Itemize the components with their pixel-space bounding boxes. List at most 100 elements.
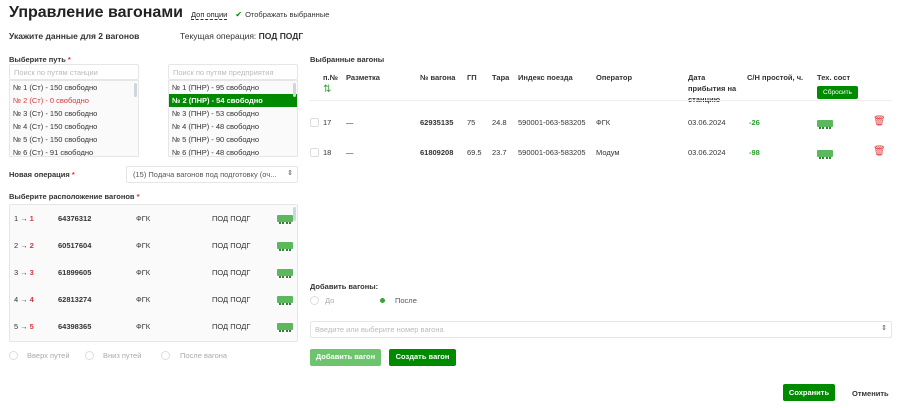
row-checkbox[interactable] — [310, 118, 319, 127]
list-item[interactable]: № 5 (Ст) - 150 свободно — [13, 135, 98, 144]
position: 1 → 1 — [14, 214, 34, 223]
col-index: Индекс поезда — [518, 73, 573, 82]
list-item[interactable]: № 4 (Ст) - 150 свободно — [13, 122, 98, 131]
placement-list[interactable]: 1 → 1 64376312 ФГК ПОД ПОДГ 2 → 2 60517604 Ф… — [9, 204, 298, 342]
wagon-number: 60517604 — [58, 241, 92, 250]
wagon-number-placeholder: Введите или выберите номер вагона — [315, 325, 444, 334]
selected-title: Выбранные вагоны — [310, 55, 385, 64]
radio-after-label: После — [395, 296, 417, 305]
cell-number: 62935135 — [420, 118, 454, 127]
wagon-operator: ФГК — [136, 295, 151, 304]
operation-value: (15) Подача вагонов под подготовку (оч..… — [133, 170, 277, 179]
wagon-number: 62813274 — [58, 295, 92, 304]
placement-row[interactable]: 4 → 4 62813274 ФГК ПОД ПОДГ — [10, 295, 293, 309]
wagon-operation: ПОД ПОДГ — [212, 295, 251, 304]
radio-down[interactable] — [85, 351, 94, 360]
placement-row[interactable]: 2 → 2 60517604 ФГК ПОД ПОДГ — [10, 241, 293, 255]
trash-icon[interactable]: 🗑︎ — [873, 116, 886, 127]
reset-button[interactable]: Сбросить — [817, 86, 858, 99]
cancel-button[interactable]: Отменить — [852, 389, 889, 398]
cell-mark: — — [346, 118, 354, 127]
cell-tara: 23.7 — [492, 148, 507, 157]
wagon-icon — [277, 215, 293, 224]
required-mark: * — [71, 170, 75, 179]
wagon-number: 64398365 — [58, 322, 92, 331]
list-item[interactable]: № 6 (ПНР) - 48 свободно — [172, 148, 260, 157]
wagon-operation: ПОД ПОДГ — [212, 268, 251, 277]
placement-label-text: Выберите расположение вагонов — [9, 192, 135, 201]
col-n: п.№ — [323, 73, 338, 82]
position-from: 4 — [14, 295, 19, 304]
required-mark: * — [67, 55, 71, 64]
operation-select[interactable]: (15) Подача вагонов под подготовку (оч..… — [126, 166, 298, 183]
radio-before[interactable] — [310, 296, 319, 305]
list-item[interactable]: № 3 (Ст) - 150 свободно — [13, 109, 98, 118]
create-wagon-button[interactable]: Создать вагон — [389, 349, 456, 366]
scrollbar[interactable] — [293, 83, 296, 97]
enterprise-track-search[interactable]: Поиск по путям предприятия — [168, 64, 298, 80]
cell-index: 590001-063-583205 — [518, 148, 586, 157]
wagon-number-input[interactable]: Введите или выберите номер вагона ⇕ — [310, 321, 892, 338]
col-mark: Разметка — [346, 73, 380, 82]
current-op-value: ПОД ПОДГ — [258, 31, 304, 41]
arrow-icon: → — [20, 295, 28, 304]
position: 4 → 4 — [14, 295, 34, 304]
list-item[interactable]: № 4 (ПНР) - 48 свободно — [172, 122, 260, 131]
list-item[interactable]: № 6 (Ст) - 91 свободно — [13, 148, 94, 157]
trash-icon[interactable]: 🗑︎ — [873, 146, 886, 157]
cell-gp: 69.5 — [467, 148, 482, 157]
scrollbar[interactable] — [134, 83, 137, 97]
station-track-search[interactable]: Поиск по путям станции — [9, 64, 139, 80]
select-arrows-icon: ⇕ — [287, 169, 293, 177]
radio-after[interactable] — [378, 296, 387, 305]
wagon-operator: ФГК — [136, 268, 151, 277]
checkbox-show-selected[interactable]: ✔ — [235, 10, 243, 19]
swap-icon[interactable]: ⇅ — [323, 84, 332, 95]
cell-idle: -26 — [749, 118, 760, 127]
list-item[interactable]: № 1 (ПНР) - 95 свободно — [172, 83, 260, 92]
position-from: 3 — [14, 268, 19, 277]
list-item[interactable]: № 5 (ПНР) - 90 свободно — [172, 135, 260, 144]
wagon-icon — [817, 120, 833, 129]
position-to: 3 — [29, 268, 34, 277]
station-track-list[interactable]: № 1 (Ст) - 150 свободно № 2 (Ст) - 0 сво… — [9, 80, 139, 157]
position-from: 5 — [14, 322, 19, 331]
current-operation: Текущая операция: ПОД ПОДГ — [180, 31, 303, 41]
wagon-number: 61899605 — [58, 268, 92, 277]
placement-row[interactable]: 5 → 5 64398365 ФГК ПОД ПОДГ — [10, 322, 293, 336]
scrollbar[interactable] — [293, 207, 296, 221]
col-tara: Тара — [492, 73, 510, 82]
list-item-selected[interactable]: № 2 (ПНР) - 54 свободно — [169, 94, 297, 107]
track-label: Выберите путь * — [9, 55, 71, 64]
save-button[interactable]: Сохранить — [783, 384, 835, 401]
position-to: 5 — [29, 322, 34, 331]
select-arrows-icon: ⇕ — [881, 325, 887, 332]
current-op-label: Текущая операция: — [180, 31, 257, 41]
wagon-operator: ФГК — [136, 322, 151, 331]
arrow-icon: → — [20, 241, 28, 250]
radio-up[interactable] — [9, 351, 18, 360]
wagon-icon — [277, 269, 293, 278]
position: 5 → 5 — [14, 322, 34, 331]
list-item[interactable]: № 1 (Ст) - 150 свободно — [13, 83, 98, 92]
cell-operator: Модум — [596, 148, 620, 157]
list-item[interactable]: № 3 (ПНР) - 53 свободно — [172, 109, 260, 118]
radio-after-wagon[interactable] — [161, 351, 170, 360]
cell-tara: 24.8 — [492, 118, 507, 127]
radio-before-label: До — [325, 296, 335, 305]
enterprise-track-list[interactable]: № 1 (ПНР) - 95 свободно № 2 (ПНР) - 54 с… — [168, 80, 298, 157]
extra-options-link[interactable]: Доп опции — [190, 10, 228, 20]
track-label-text: Выберите путь — [9, 55, 66, 64]
wagon-icon — [277, 323, 293, 332]
header-row: Управление вагонами Доп опции ✔ Отобража… — [9, 4, 329, 22]
instruction: Укажите данные для 2 вагонов — [9, 31, 140, 41]
col-tech: Тех. сост — [817, 73, 851, 82]
placement-row[interactable]: 3 → 3 61899605 ФГК ПОД ПОДГ — [10, 268, 293, 282]
row-checkbox[interactable] — [310, 148, 319, 157]
add-wagon-button[interactable]: Добавить вагон — [310, 349, 381, 366]
show-selected[interactable]: ✔ Отображать выбранные — [235, 10, 329, 19]
list-item[interactable]: № 2 (Ст) - 0 свободно — [13, 96, 89, 105]
placement-row[interactable]: 1 → 1 64376312 ФГК ПОД ПОДГ — [10, 214, 293, 228]
cell-operator: ФГК — [596, 118, 611, 127]
arrow-icon: → — [20, 268, 28, 277]
